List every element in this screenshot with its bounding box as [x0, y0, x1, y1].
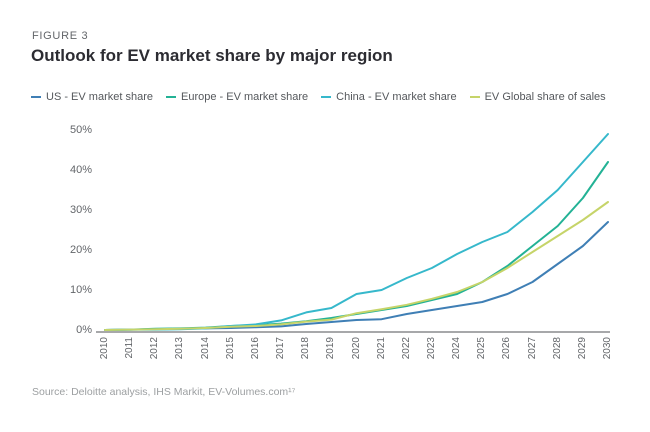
- y-tick-label: 40%: [69, 164, 92, 176]
- chart-legend: US - EV market share Europe - EV market s…: [31, 91, 606, 103]
- x-tick-label: 2019: [325, 337, 337, 360]
- x-tick-label: 2013: [174, 337, 186, 360]
- series-line-china-ev-market-share: [104, 133, 609, 331]
- x-tick-label: 2016: [249, 337, 261, 360]
- series-line-europe-ev-market-share: [104, 161, 609, 331]
- x-tick-label: 2015: [224, 337, 236, 360]
- figure-label: FIGURE 3: [32, 30, 89, 42]
- legend-label: EV Global share of sales: [484, 91, 606, 103]
- y-tick-label: 0%: [76, 324, 92, 336]
- x-tick-label: 2017: [275, 337, 287, 360]
- legend-label: US - EV market share: [46, 91, 153, 103]
- x-tick-label: 2028: [551, 337, 563, 360]
- series-line-ev-global-share-of-sales: [104, 201, 609, 331]
- x-tick-label: 2027: [526, 337, 538, 360]
- legend-item: China - EV market share: [321, 91, 457, 103]
- x-tick-label: 2018: [300, 337, 312, 360]
- x-tick-label: 2029: [576, 337, 588, 360]
- x-tick-label: 2024: [451, 337, 463, 360]
- legend-item: Europe - EV market share: [165, 91, 309, 103]
- legend-dash-icon: [31, 96, 41, 98]
- legend-item: US - EV market share: [31, 91, 153, 103]
- x-tick-label: 2014: [199, 337, 211, 360]
- legend-label: Europe - EV market share: [180, 91, 309, 103]
- x-tick-label: 2030: [602, 337, 613, 360]
- legend-dash-icon: [321, 96, 332, 98]
- x-tick-label: 2021: [375, 337, 387, 360]
- x-tick-label: 2025: [476, 337, 488, 360]
- x-tick-label: 2012: [149, 337, 161, 360]
- x-tick-label: 2010: [99, 337, 110, 360]
- y-tick-label: 50%: [69, 124, 92, 136]
- legend-dash-icon: [469, 96, 480, 98]
- y-tick-label: 20%: [69, 244, 92, 256]
- x-tick-label: 2022: [400, 337, 412, 360]
- x-tick-label: 2020: [350, 337, 362, 360]
- legend-label: China - EV market share: [336, 91, 457, 103]
- chart-title: Outlook for EV market share by major reg…: [31, 46, 393, 65]
- y-tick-label: 30%: [69, 204, 92, 216]
- source-note: Source: Deloitte analysis, IHS Markit, E…: [32, 386, 296, 398]
- x-tick-label: 2011: [124, 337, 136, 359]
- y-tick-label: 10%: [69, 284, 92, 296]
- x-tick-label: 2023: [425, 337, 437, 360]
- x-tick-label: 2026: [501, 337, 513, 360]
- legend-dash-icon: [165, 96, 176, 98]
- legend-item: EV Global share of sales: [469, 91, 606, 103]
